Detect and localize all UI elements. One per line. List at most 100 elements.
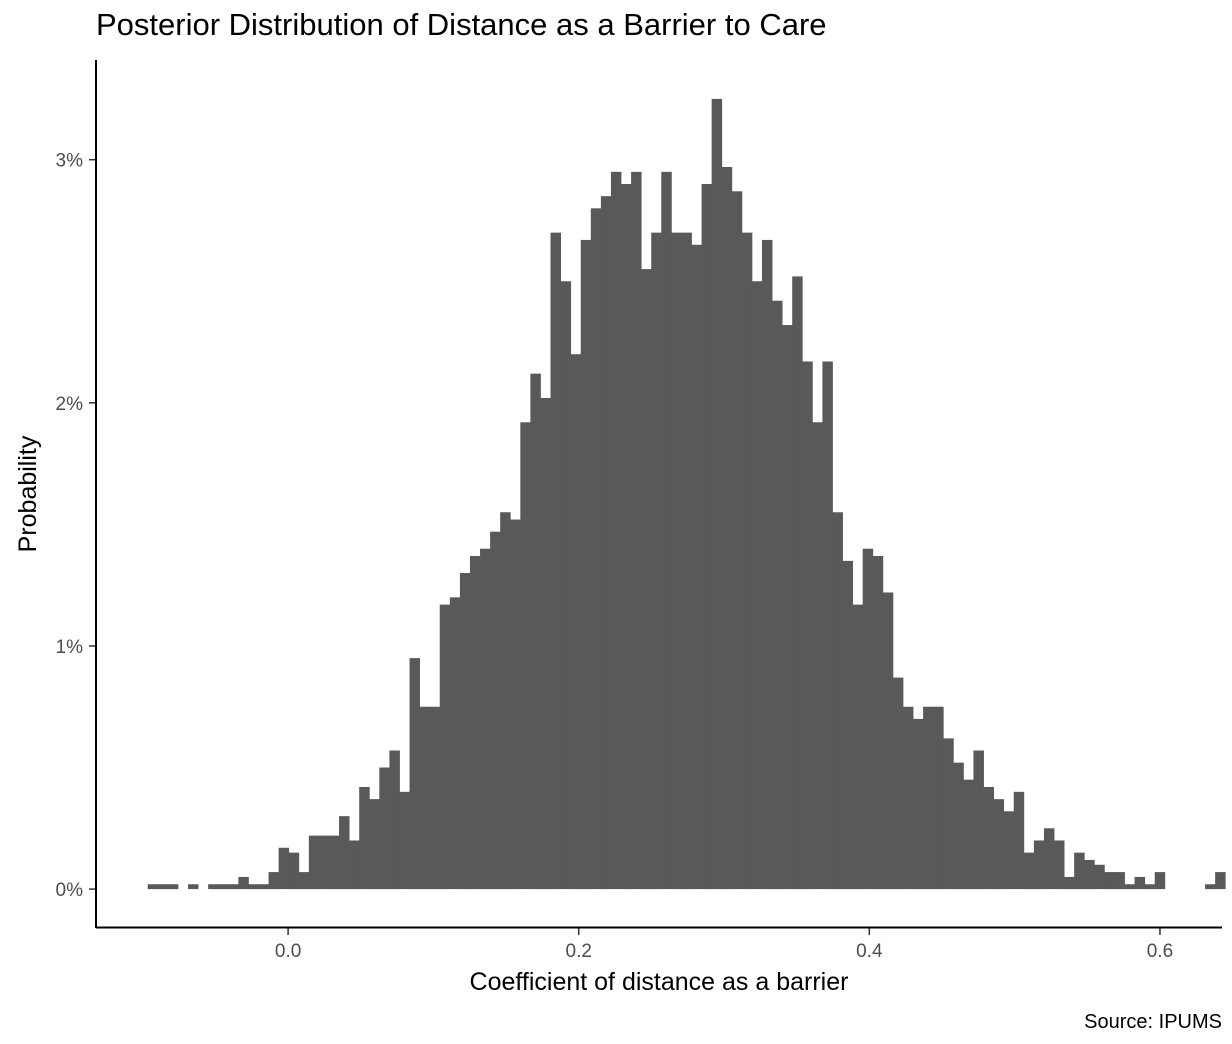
histogram-bar — [208, 884, 219, 890]
histogram-bar — [449, 597, 461, 890]
histogram-bar — [1124, 884, 1135, 890]
histogram-bar — [359, 786, 370, 890]
histogram-bar — [147, 884, 159, 890]
histogram-bar — [782, 325, 793, 890]
histogram-bar — [862, 548, 874, 890]
histogram-bar — [469, 556, 481, 890]
histogram-bar — [1033, 840, 1045, 890]
histogram-bar — [278, 847, 290, 890]
histogram-bar — [691, 244, 702, 890]
histogram-bar — [701, 184, 713, 890]
histogram-bar — [1134, 876, 1146, 890]
y-tick-label: 1% — [56, 637, 84, 658]
histogram-bar — [530, 373, 541, 890]
histogram-bar — [500, 512, 511, 890]
histogram-bar — [671, 232, 682, 890]
y-axis-ticks: 0% 1% 2% 3% — [56, 151, 96, 901]
histogram-bar — [963, 779, 974, 890]
histogram-bar — [560, 281, 572, 890]
histogram-bar — [188, 884, 199, 890]
histogram-bar — [248, 884, 259, 890]
y-axis-title: Probability — [14, 435, 42, 552]
histogram-bar — [1094, 864, 1105, 890]
histogram-bar — [943, 738, 954, 890]
histogram-bar — [822, 361, 833, 890]
histogram-bar — [480, 548, 491, 890]
histogram-bar — [933, 706, 944, 890]
histogram-bar — [379, 767, 390, 890]
histogram-bar — [419, 706, 431, 890]
histogram-bar — [1013, 791, 1025, 890]
histogram-bar — [328, 835, 340, 890]
histogram-bar — [308, 835, 320, 890]
histogram-bar — [339, 816, 350, 890]
histogram-bar — [993, 799, 1005, 890]
histogram-bar — [651, 232, 662, 890]
histogram-bar — [832, 512, 843, 890]
histogram-bar — [711, 98, 723, 890]
histogram-bar — [258, 884, 269, 890]
histogram-bar — [792, 276, 803, 890]
histogram-bar — [661, 171, 672, 890]
histogram-bar — [288, 852, 300, 890]
histogram-bar — [369, 799, 380, 890]
histogram-bar — [923, 706, 934, 890]
histogram-bar — [389, 750, 400, 890]
x-tick-label: 0.6 — [1147, 941, 1173, 962]
histogram-bar — [1023, 852, 1035, 890]
histogram-bar — [590, 208, 602, 890]
histogram-bars — [147, 98, 1226, 890]
histogram-bar — [570, 354, 582, 890]
y-tick-label: 3% — [56, 151, 84, 172]
histogram-bar — [600, 196, 612, 890]
histogram-bar — [953, 762, 964, 890]
histogram-bar — [731, 191, 743, 890]
histogram-bar — [520, 422, 531, 890]
histogram-bar — [1054, 840, 1065, 890]
histogram-bar — [812, 422, 823, 890]
histogram-bar — [1154, 872, 1166, 890]
histogram-bar — [681, 232, 692, 890]
x-axis-title: Coefficient of distance as a barrier — [470, 968, 849, 996]
histogram-bar — [1064, 876, 1075, 890]
histogram-bar — [298, 872, 310, 890]
histogram-bar — [1043, 828, 1055, 890]
histogram-bar — [1003, 811, 1015, 890]
histogram-bar — [913, 718, 924, 890]
histogram-bar — [218, 884, 229, 890]
histogram-bar — [1215, 872, 1226, 890]
histogram-bar — [349, 840, 360, 890]
histogram-bar — [802, 361, 813, 890]
histogram-bar — [1205, 884, 1216, 890]
histogram-bar — [167, 884, 179, 890]
chart-caption: Source: IPUMS — [1084, 1011, 1222, 1033]
histogram-bar — [580, 239, 592, 890]
histogram-bar — [610, 171, 622, 890]
histogram-bar — [983, 786, 994, 890]
histogram-bar — [550, 232, 561, 890]
histogram-bar — [842, 560, 854, 890]
histogram-bar — [1144, 884, 1156, 890]
histogram-bar — [721, 166, 733, 890]
histogram-bar — [882, 592, 894, 890]
x-tick-label: 0.4 — [856, 941, 883, 962]
histogram-bar — [439, 604, 451, 890]
histogram-bar — [399, 791, 410, 890]
histogram-bar — [238, 876, 249, 890]
histogram-bar — [641, 269, 652, 890]
histogram-bar — [409, 658, 421, 890]
histogram-bar — [228, 884, 239, 890]
histogram-bar — [459, 573, 471, 890]
histogram-bar — [621, 184, 632, 890]
x-tick-label: 0.0 — [275, 941, 301, 962]
histogram-bar — [318, 835, 330, 890]
histogram-bar — [751, 281, 763, 890]
histogram-bar — [772, 300, 783, 890]
y-tick-label: 2% — [56, 394, 84, 415]
histogram-bar — [973, 750, 984, 890]
chart-title: Posterior Distribution of Distance as a … — [96, 7, 827, 42]
x-tick-label: 0.2 — [566, 941, 592, 962]
x-axis-ticks: 0.0 0.2 0.4 0.6 — [275, 928, 1173, 962]
histogram-bar — [762, 239, 773, 890]
